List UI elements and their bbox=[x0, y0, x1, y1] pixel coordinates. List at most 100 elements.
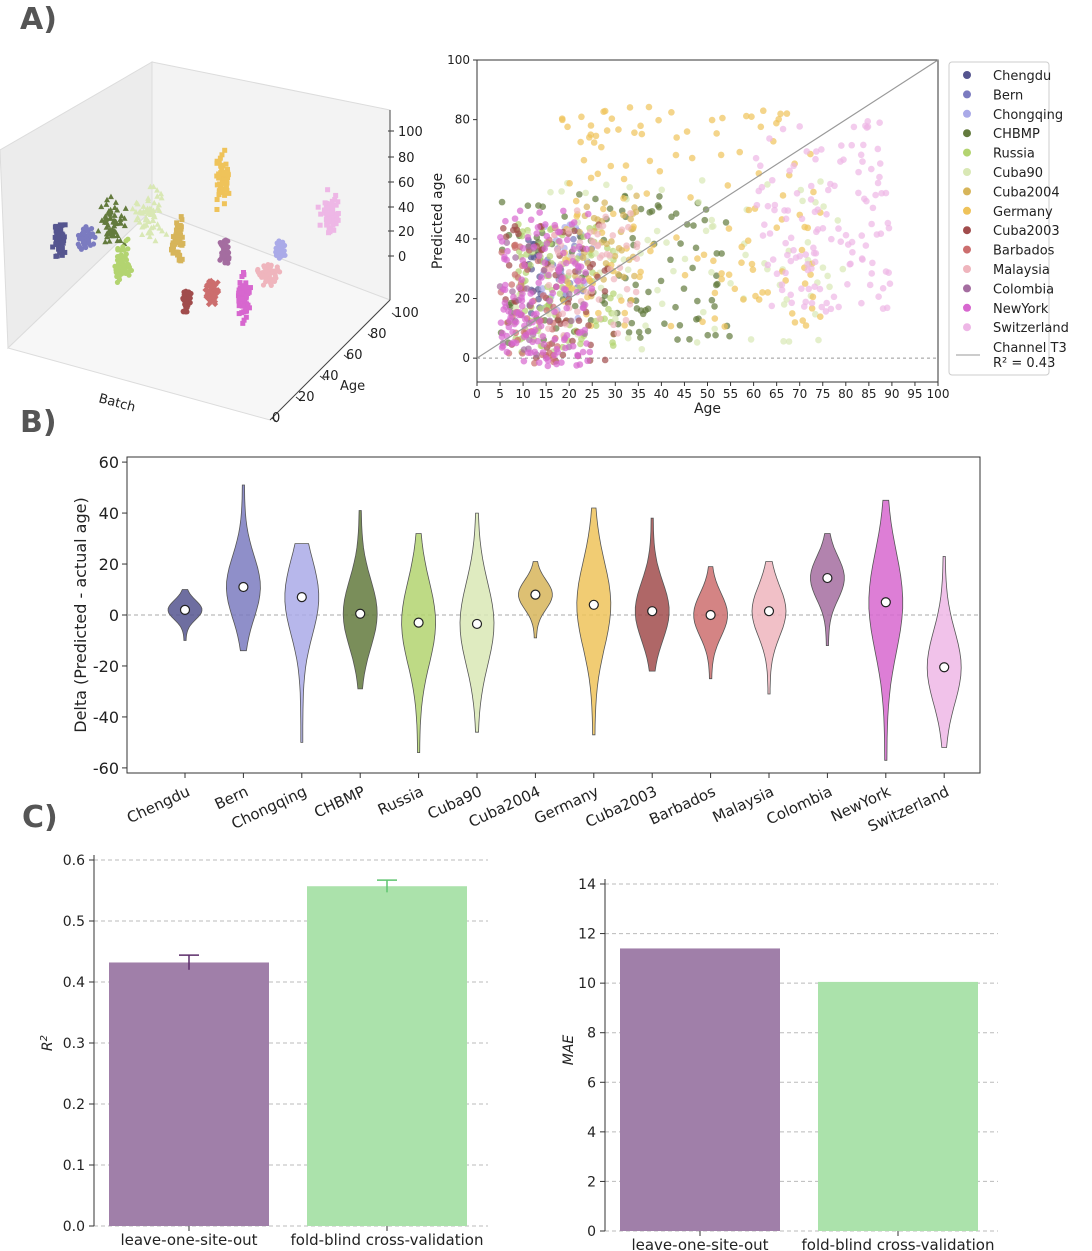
point-Cuba2003 bbox=[601, 356, 609, 364]
x-tick-label: Chengdu bbox=[124, 782, 193, 827]
point-Russia bbox=[605, 305, 612, 313]
point-Malaysia bbox=[546, 266, 553, 274]
point-Switzerland bbox=[759, 232, 767, 239]
mark-CHBMP bbox=[111, 222, 118, 229]
x-tick-label: 100 bbox=[927, 387, 950, 401]
point-Cuba90 bbox=[747, 336, 755, 343]
point-Germany bbox=[600, 108, 607, 115]
mark-Cuba90 bbox=[152, 237, 159, 244]
mark-Cuba90 bbox=[158, 190, 165, 197]
x-tick-label: 5 bbox=[496, 387, 504, 401]
point-Malaysia bbox=[554, 249, 562, 256]
point-Switzerland bbox=[807, 196, 815, 203]
mark-Bern bbox=[83, 244, 89, 251]
mark-Germany bbox=[220, 180, 226, 186]
point-Russia bbox=[537, 305, 544, 312]
point-Switzerland bbox=[773, 270, 781, 278]
point-Switzerland bbox=[808, 299, 816, 307]
x-tick-label: 30 bbox=[608, 387, 623, 401]
point-Cuba2004 bbox=[601, 199, 608, 206]
mark-Cuba90 bbox=[150, 207, 157, 213]
mark-Chengdu bbox=[59, 222, 65, 228]
mark-Russia bbox=[123, 251, 129, 257]
mark-CHBMP bbox=[121, 222, 128, 229]
point-Germany bbox=[694, 255, 701, 262]
point-Cuba90 bbox=[780, 337, 787, 345]
point-Germany bbox=[773, 224, 781, 231]
point-Germany bbox=[587, 122, 595, 129]
mark-Russia bbox=[123, 238, 129, 244]
mark-Cuba90 bbox=[150, 224, 157, 230]
point-Germany bbox=[788, 310, 796, 317]
mark-Bern bbox=[88, 225, 95, 232]
point-Switzerland bbox=[876, 119, 883, 126]
mark-Chengdu bbox=[60, 240, 66, 246]
mark-Cuba2004 bbox=[170, 243, 176, 249]
point-NewYork bbox=[510, 293, 517, 301]
point-Malaysia bbox=[618, 226, 626, 233]
point-Switzerland bbox=[858, 255, 866, 262]
point-NewYork bbox=[583, 340, 590, 347]
point-CHBMP bbox=[606, 205, 614, 213]
mark-Germany bbox=[222, 147, 228, 153]
point-Cuba90 bbox=[812, 310, 819, 318]
point-Switzerland bbox=[819, 224, 827, 232]
legend-label: Cuba2004 bbox=[993, 185, 1060, 200]
bar-1 bbox=[818, 981, 978, 1231]
point-NewYork bbox=[518, 276, 525, 283]
legend-marker bbox=[963, 245, 971, 254]
point-Germany bbox=[713, 130, 720, 137]
x-tick-label: CHBMP bbox=[311, 782, 368, 821]
mark-Chengdu bbox=[58, 244, 64, 250]
mark-CHBMP bbox=[111, 212, 118, 218]
point-Switzerland bbox=[771, 206, 778, 214]
point-Colombia bbox=[568, 317, 575, 325]
point-Switzerland bbox=[811, 258, 819, 266]
median-marker bbox=[296, 592, 307, 603]
point-Switzerland bbox=[796, 123, 803, 130]
point-NewYork bbox=[562, 344, 569, 352]
point-Germany bbox=[718, 270, 725, 277]
y-tick-label: 80 bbox=[455, 113, 470, 127]
mark-CHBMP bbox=[106, 230, 113, 237]
point-NewYork bbox=[497, 319, 505, 326]
point-Switzerland bbox=[768, 176, 776, 184]
mark-Colombia bbox=[222, 259, 228, 265]
point-NewYork bbox=[563, 304, 571, 312]
point-Chongqing bbox=[539, 285, 546, 292]
point-Colombia bbox=[546, 317, 554, 325]
point-Malaysia bbox=[562, 320, 570, 328]
point-Switzerland bbox=[884, 219, 892, 227]
mark-Cuba2004 bbox=[174, 223, 180, 229]
point-Cuba2004 bbox=[632, 208, 640, 216]
point-Germany bbox=[738, 243, 746, 251]
mark-Switzerland bbox=[329, 203, 335, 209]
point-NewYork bbox=[541, 245, 549, 253]
mark-Switzerland bbox=[322, 207, 328, 213]
point-Germany bbox=[791, 319, 799, 326]
point-NewYork bbox=[582, 269, 589, 276]
mark-Germany bbox=[226, 190, 232, 196]
point-Switzerland bbox=[883, 304, 891, 312]
point-Colombia bbox=[525, 242, 533, 250]
mark-Chengdu bbox=[52, 224, 58, 230]
chart-r2-bars: 0.0 0.1 0.2 0.3 0.4 0.5 0.6 leave-one-site-out f… bbox=[39, 853, 488, 1249]
point-Switzerland bbox=[827, 305, 835, 313]
point-Germany bbox=[687, 194, 694, 201]
point-Colombia bbox=[509, 288, 516, 295]
mark-Cuba90 bbox=[134, 214, 141, 220]
point-NewYork bbox=[549, 289, 557, 297]
point-CHBMP bbox=[674, 336, 681, 343]
point-Malaysia bbox=[599, 222, 607, 230]
point-Germany bbox=[748, 113, 755, 121]
point-Germany bbox=[759, 289, 766, 296]
median-marker bbox=[355, 608, 366, 619]
point-Cuba90 bbox=[785, 338, 793, 345]
legend-label: Cuba90 bbox=[993, 166, 1043, 181]
chart-mae-bars: 0 2 4 6 8 10 12 14 leave-one-site-out fold-blind … bbox=[561, 877, 998, 1251]
mark-Cuba2004 bbox=[177, 237, 183, 243]
point-Cuba90 bbox=[547, 188, 554, 196]
point-Switzerland bbox=[866, 281, 874, 289]
x-tick-label: 35 bbox=[631, 387, 646, 401]
point-Cuba90 bbox=[708, 268, 715, 276]
